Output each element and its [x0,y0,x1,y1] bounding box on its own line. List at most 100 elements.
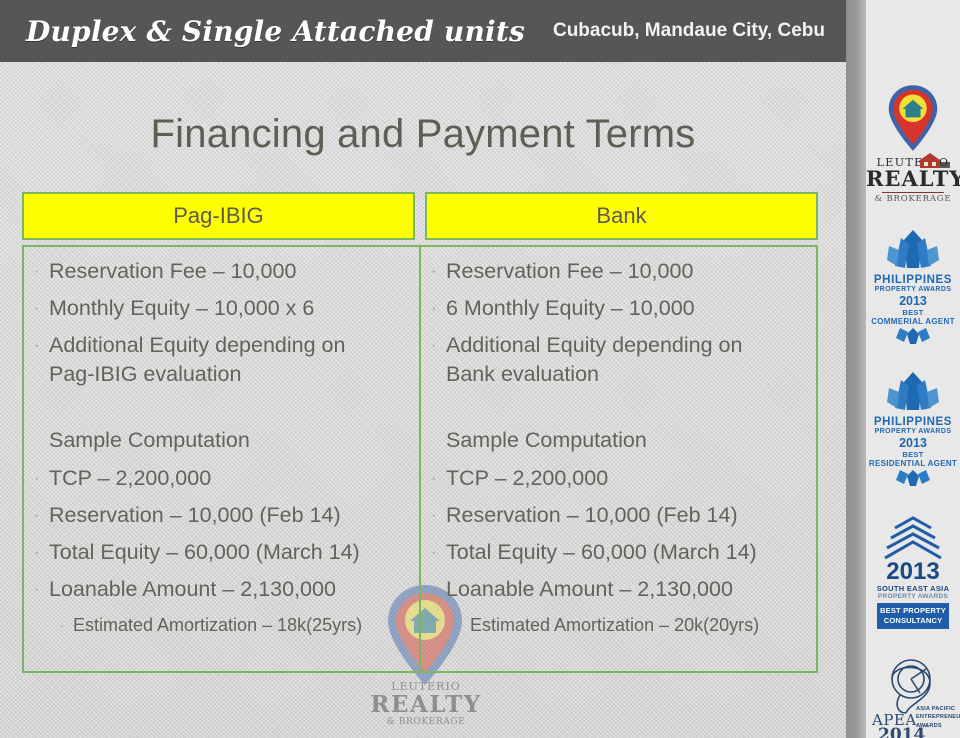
slide-sidebar-divider [846,0,866,738]
bullet-icon: · [431,337,437,354]
list-item-line2: Pag-IBIG evaluation [49,361,242,386]
bullet-icon: · [34,543,40,561]
list-item: · Reservation – 10,000 (Feb 14) [431,502,808,527]
page-title: Financing and Payment Terms [150,112,696,156]
list-item: · TCP – 2,200,000 [431,465,808,490]
list-item-label: TCP – 2,200,000 [446,465,609,490]
bullet-icon: · [431,543,437,561]
list-item: · Reservation Fee – 10,000 [431,259,808,283]
watermark-line3: & BROKERAGE [386,717,466,727]
badge-year: 2013 [886,558,940,586]
list-item: · Reservation Fee – 10,000 [34,259,411,283]
badge-band-line1: BEST PROPERTY [880,606,946,616]
list-item-sub: · Estimated Amortization – 20k(20yrs) [457,616,808,635]
award-crown-icon [887,372,939,411]
bullet-icon: · [60,617,65,633]
badge-band-line2: CONSULTANCY [883,615,943,625]
badge-line1: PHILIPPINES [873,274,953,287]
apea-swirl-icon [891,659,931,714]
list-item-label: 6 Monthly Equity – 10,000 [446,296,695,320]
brand-divider [882,192,944,194]
bullet-icon: · [431,506,437,524]
badge-year: 2013 [899,294,927,309]
list-item-label: Reservation Fee – 10,000 [49,259,297,283]
badge-ppa-residential-agent: PHILIPPINES PROPERTY AWARDS 2013 BEST RE… [866,370,960,488]
list-item: · Loanable Amount – 2,130,000 [34,576,411,601]
list-item-label: Monthly Equity – 10,000 x 6 [49,296,315,320]
list-item: · 6 Monthly Equity – 10,000 [431,296,808,320]
slide-banner: Duplex & Single Attached units Cubacub, … [0,0,846,62]
bullet-icon: · [34,300,40,317]
list-item-label: Loanable Amount – 2,130,000 [446,576,733,601]
list-item-label: Loanable Amount – 2,130,000 [49,576,336,601]
awards-sidebar: LEUTERIO REALTY & BROKERAGE PHILIPPINES … [866,0,960,738]
list-item-line1: Additional Equity depending on [49,333,346,357]
badge-subtext: ASIA PACIFIC ENTREPRENEURSHIP AWARDS [916,705,960,730]
badge-line5: RESIDENTIAL AGENT [868,459,958,469]
badge-sub-line2: ENTREPRENEURSHIP [916,714,960,721]
badge-year: 2013 [899,436,927,451]
list-item-label: Total Equity – 60,000 (March 14) [446,539,757,564]
award-laurel-icon [896,470,930,487]
list-item-label: Reservation – 10,000 (Feb 14) [446,502,738,527]
bullet-icon: · [431,469,437,487]
award-crown-icon [887,230,939,269]
badge-line2: PROPERTY AWARDS [874,286,952,294]
financing-terms-table: Pag-IBIG Bank · Reservation Fee – 10,000… [22,192,818,673]
badge-trademark: ™ [922,724,928,731]
watermark-wordmark: LEUTERIO REALTY & BROKERAGE [351,680,501,727]
badge-line4: BEST [902,308,924,318]
bullet-icon: · [34,337,40,354]
table-header-bank: Bank [425,192,818,240]
table-body-row: · Reservation Fee – 10,000 · Monthly Equ… [22,245,818,673]
badge-apea-2014: ASIA PACIFIC ENTREPRENEURSHIP AWARDS APE… [866,655,960,738]
pagibig-terms-list: · Reservation Fee – 10,000 · Monthly Equ… [34,259,411,386]
list-item: · Total Equity – 60,000 (March 14) [34,539,411,564]
list-item-line1: Additional Equity depending on [446,333,743,357]
table-cell-bank: · Reservation Fee – 10,000 · 6 Monthly E… [421,247,816,671]
list-item-sub: · Estimated Amortization – 18k(25yrs) [60,616,411,635]
pagibig-sample-heading: Sample Computation [49,428,250,452]
list-item-sub-label: Estimated Amortization – 20k(20yrs) [470,614,760,635]
list-item: · Loanable Amount – 2,130,000 [431,576,808,601]
badge-text: PHILIPPINES PROPERTY AWARDS 2013 BEST RE… [869,416,957,468]
badge-line2: PROPERTY AWARDS [877,593,949,601]
list-item-label: TCP – 2,200,000 [49,465,212,490]
list-item-label: Total Equity – 60,000 (March 14) [49,539,360,564]
house-icon [920,153,950,169]
list-item-label: Reservation Fee – 10,000 [446,259,694,283]
chevron-tree-icon [884,516,942,560]
bullet-icon: · [34,506,40,524]
list-item: · Monthly Equity – 10,000 x 6 [34,296,411,320]
bank-terms-list: · Reservation Fee – 10,000 · 6 Monthly E… [431,259,808,385]
bullet-icon: · [431,300,437,317]
bullet-icon: · [34,469,40,487]
bullet-icon: · [34,580,40,598]
list-item: · Additional Equity depending on Pag-IBI… [34,333,411,386]
brand-line2: REALTY [866,166,960,192]
badge-line2: PROPERTY AWARDS [874,428,952,436]
badge-sub-line3: AWARDS [916,722,942,729]
list-item-label: Additional Equity depending on Bank eval… [446,333,808,385]
bank-sample-heading: Sample Computation [446,428,647,452]
brand-line3: & BROKERAGE [874,194,952,205]
brand-wordmark: LEUTERIO REALTY & BROKERAGE [866,153,960,205]
badge-text: PHILIPPINES PROPERTY AWARDS 2013 BEST CO… [871,274,955,326]
map-pin-house-icon [888,85,938,151]
banner-main-title: Duplex & Single Attached units [26,14,525,48]
bullet-icon: · [431,263,437,280]
table-header-pagibig: Pag-IBIG [22,192,415,240]
spacer [34,400,411,430]
bullet-icon: · [34,263,40,280]
bank-sample-list: · TCP – 2,200,000 · Reservation – 10,000… [431,465,808,635]
badge-band: BEST PROPERTY CONSULTANCY [877,603,949,629]
list-item-label: Reservation – 10,000 (Feb 14) [49,502,341,527]
table-cell-pagibig: · Reservation Fee – 10,000 · Monthly Equ… [24,247,421,671]
pagibig-sample-list: · TCP – 2,200,000 · Reservation – 10,000… [34,465,411,635]
banner-location-subtitle: Cubacub, Mandaue City, Cebu [552,20,825,41]
watermark-line1: LEUTERIO [391,680,461,693]
award-laurel-icon [896,328,930,345]
watermark-line2: REALTY [370,691,482,718]
spacer [431,400,808,430]
